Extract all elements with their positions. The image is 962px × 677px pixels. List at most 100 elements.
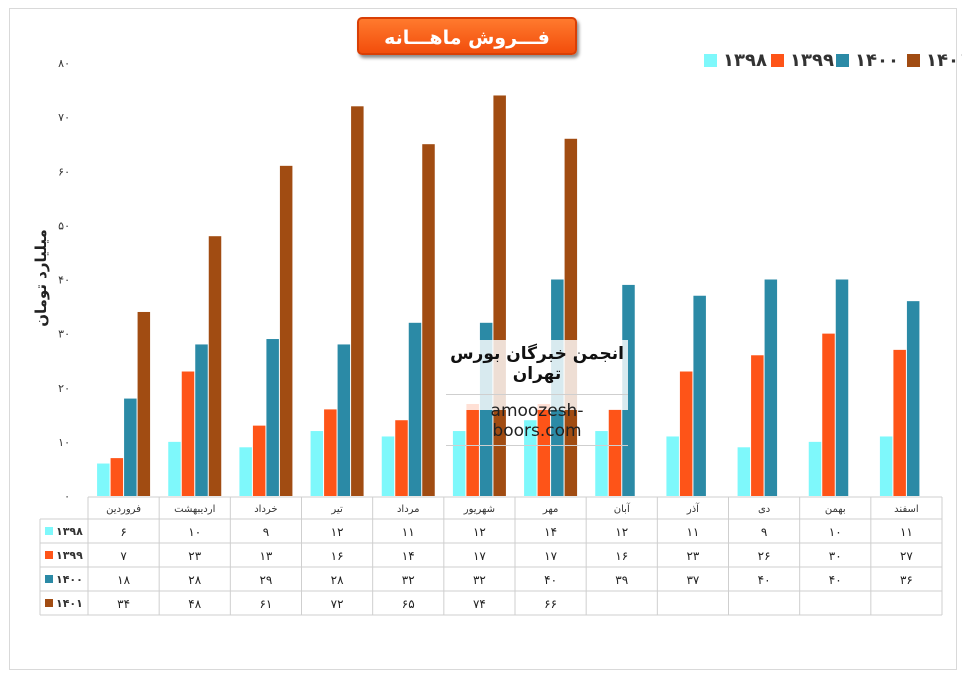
bar xyxy=(252,425,266,496)
data-label: ۱۷ xyxy=(473,549,486,563)
bar xyxy=(906,301,920,496)
data-label: ۹ xyxy=(761,525,767,539)
y-tick-label: ۰ xyxy=(64,490,70,503)
data-label: ۱۳ xyxy=(259,549,272,563)
x-tick-label: مهر xyxy=(542,504,558,515)
x-tick-label: بهمن xyxy=(825,504,846,515)
bar xyxy=(208,236,222,496)
data-label: ۳۲ xyxy=(402,573,415,587)
legend-label: ۱۴۰۱ xyxy=(926,50,962,71)
data-label: ۱۷ xyxy=(544,549,557,563)
y-tick-label: ۷۰ xyxy=(58,111,70,124)
table-legend-swatch xyxy=(45,551,53,559)
bar xyxy=(666,436,679,496)
data-label: ۳۹ xyxy=(615,573,628,587)
data-label: ۳۷ xyxy=(686,573,699,587)
bar xyxy=(310,431,324,496)
legend-item-1398: ۱۳۹۸ xyxy=(704,50,767,71)
legend-label: ۱۳۹۹ xyxy=(790,50,834,71)
data-label: ۳۰ xyxy=(829,549,842,563)
data-label: ۹ xyxy=(263,525,269,539)
bar xyxy=(808,441,822,496)
data-label: ۲۹ xyxy=(259,573,272,587)
bar xyxy=(751,355,764,496)
bar xyxy=(137,311,151,496)
legend-label: ۱۴۰۰ xyxy=(855,50,899,71)
data-label: ۲۶ xyxy=(758,549,771,563)
bar xyxy=(679,371,693,496)
y-tick-label: ۶۰ xyxy=(58,165,70,178)
data-label: ۲۳ xyxy=(686,549,699,563)
x-tick-label: مرداد xyxy=(397,504,420,515)
bar xyxy=(622,284,635,496)
x-tick-label: خرداد xyxy=(254,504,277,515)
bar xyxy=(737,447,751,496)
y-tick-label: ۴۰ xyxy=(58,274,70,287)
data-label: ۴۰ xyxy=(758,573,771,587)
data-label: ۲۳ xyxy=(188,549,201,563)
bar xyxy=(181,371,195,496)
bar xyxy=(835,279,849,496)
data-label: ۱۱ xyxy=(900,525,913,539)
data-label: ۱۶ xyxy=(615,549,628,563)
data-label: ۱۲ xyxy=(331,525,344,539)
bar xyxy=(395,420,408,496)
data-label: ۷ xyxy=(120,549,127,563)
legend-item-1400: ۱۴۰۰ xyxy=(836,50,899,71)
legend-swatch xyxy=(836,54,849,67)
data-label: ۲۷ xyxy=(900,549,913,563)
x-tick-label: شهریور xyxy=(463,504,495,515)
chart-title: فـــروش ماهـــانه غـــمینو xyxy=(357,17,577,87)
legend-swatch xyxy=(704,54,717,67)
data-label: ۱۸ xyxy=(117,573,130,587)
data-label: ۶۱ xyxy=(259,597,272,611)
bar xyxy=(168,441,181,496)
table-series-label: ۱۴۰۰ xyxy=(56,573,83,586)
data-label: ۱۴ xyxy=(544,525,557,539)
chart-frame xyxy=(9,8,957,670)
bar xyxy=(422,144,435,496)
bar xyxy=(266,339,279,496)
bar xyxy=(351,106,364,497)
bar xyxy=(381,436,395,496)
bar xyxy=(408,322,422,496)
watermark-text: انجمن خبرگان بورس تهران xyxy=(450,344,624,384)
watermark: انجمن خبرگان بورس تهران amoozesh-boors.c… xyxy=(446,340,628,446)
data-label: ۷۴ xyxy=(473,597,486,611)
data-label: ۱۰ xyxy=(188,525,201,539)
bar xyxy=(239,447,252,496)
data-label: ۴۰ xyxy=(544,573,557,587)
data-label: ۳۴ xyxy=(117,597,130,611)
bar xyxy=(110,458,124,496)
data-label: ۱۱ xyxy=(402,525,415,539)
legend-swatch xyxy=(771,54,784,67)
x-tick-label: اردیبهشت xyxy=(174,504,215,515)
legend-label: ۱۳۹۸ xyxy=(723,50,767,71)
data-label: ۶ xyxy=(120,525,126,539)
bar xyxy=(97,463,110,496)
data-label: ۱۲ xyxy=(615,525,628,539)
bar xyxy=(195,344,208,496)
y-tick-label: ۱۰ xyxy=(58,436,70,449)
x-tick-label: آذر xyxy=(686,502,700,515)
bar xyxy=(452,431,466,496)
bar xyxy=(524,420,537,496)
y-tick-label: ۲۰ xyxy=(58,382,70,395)
data-label: ۳۶ xyxy=(900,573,913,587)
x-tick-label: اسفند xyxy=(894,504,918,515)
data-label: ۶۶ xyxy=(544,597,557,611)
table-series-label: ۱۳۹۸ xyxy=(56,525,83,538)
bar xyxy=(893,349,906,496)
data-label: ۷۲ xyxy=(331,597,344,611)
y-tick-label: ۸۰ xyxy=(58,57,70,70)
bar xyxy=(466,403,479,496)
data-label: ۲۸ xyxy=(188,573,201,587)
table-legend-swatch xyxy=(45,575,53,583)
bar xyxy=(279,165,293,496)
bar xyxy=(124,398,137,496)
table-legend-swatch xyxy=(45,599,53,607)
table-series-label: ۱۳۹۹ xyxy=(56,549,83,562)
data-label: ۱۰ xyxy=(829,525,842,539)
x-tick-label: فروردین xyxy=(106,504,141,515)
